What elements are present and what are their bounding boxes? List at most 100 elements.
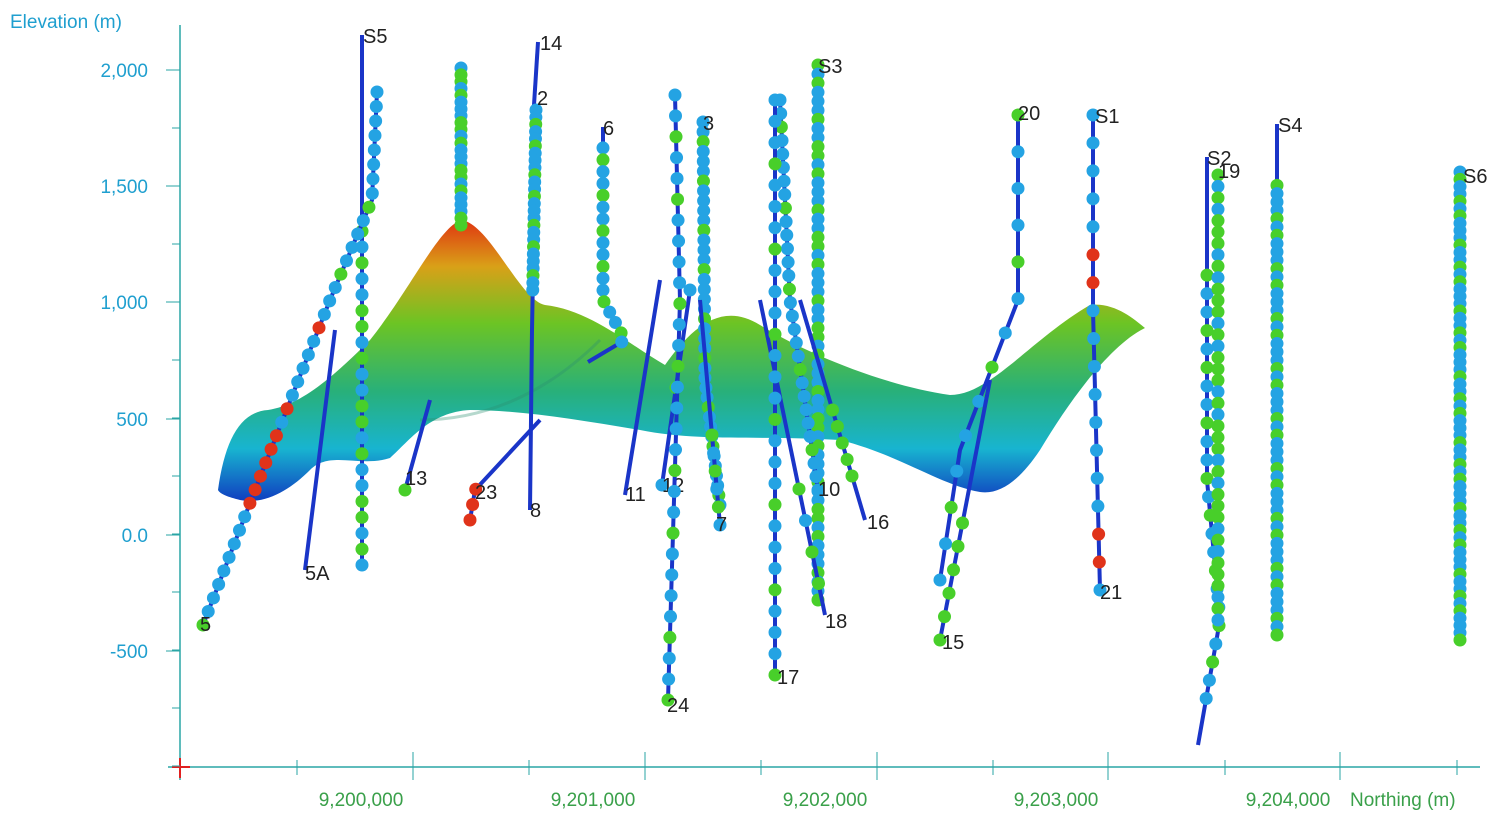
sample [670,151,684,165]
sample [596,176,610,190]
sample [1211,202,1225,216]
sample [811,384,825,398]
sample [206,591,220,605]
sample [355,494,369,508]
sample [696,135,710,149]
sample [1211,465,1225,479]
sample [355,479,369,492]
sample [811,294,825,308]
sample [781,255,795,269]
well-label: 5 [200,614,211,636]
sample [811,140,825,154]
sample [782,282,796,296]
sample [1200,324,1214,338]
x-axis-title: Northing (m) [1350,790,1456,811]
sample [768,349,782,363]
well-label: S4 [1278,115,1302,137]
sample [355,447,369,461]
sample [697,204,711,218]
sample [227,537,241,551]
sample [711,500,725,514]
sample [697,272,711,286]
sample [799,403,813,417]
sample [667,505,681,519]
sample [768,306,782,320]
sample [768,263,782,277]
sample [1211,408,1225,422]
sample [811,375,825,389]
sample [367,157,381,171]
sample [768,583,782,597]
sample [1011,108,1025,122]
sample [811,312,825,326]
sample [1211,316,1225,330]
sample [673,297,687,311]
sample [296,361,310,375]
y-tick-label: -500 [110,642,148,663]
sample [998,326,1012,340]
sample [811,330,825,344]
sample [811,511,825,525]
sample [667,484,681,498]
sample [768,327,782,341]
sample [1200,361,1214,375]
sample [768,476,782,490]
sample [811,520,825,534]
sample [779,215,793,229]
sample [787,322,801,336]
sample [811,421,825,435]
sample [671,192,685,206]
sample [259,456,273,470]
sample [1211,579,1225,593]
sample [1211,396,1225,410]
sample [768,540,782,554]
sample [1211,271,1225,285]
sample [596,236,610,250]
sample [1011,292,1025,306]
sample [768,242,782,256]
sample [355,272,369,286]
sample [355,526,369,540]
sample [795,376,809,390]
sample [791,349,805,363]
sample [805,545,819,559]
sample [939,537,953,551]
sample [1211,522,1225,536]
sample [811,285,825,299]
sample [778,188,792,202]
sample [768,157,782,171]
sample [196,618,210,632]
sample [768,285,782,299]
sample [463,513,477,527]
sample [803,429,817,443]
sample [355,288,369,302]
sample [608,316,622,330]
sample [1211,385,1225,399]
sample [669,109,683,123]
sample [811,257,825,271]
sample [1211,510,1225,524]
sample [1211,545,1225,559]
sample [812,577,825,590]
sample [826,403,839,417]
sample [238,510,252,524]
sample [275,415,289,429]
sample [835,436,849,450]
sample [672,255,686,269]
sample [811,230,825,244]
sample [696,115,710,129]
sample [1087,359,1101,373]
sample [1086,276,1100,290]
x-tick-label: 9,202,000 [783,790,868,811]
sample [811,403,825,417]
sample [1011,255,1025,269]
sample [351,227,365,241]
sample [1211,487,1225,501]
sample [1211,351,1225,365]
sample [811,58,825,72]
y-tick-label: 0.0 [122,526,148,547]
sample [1211,442,1225,456]
sample [1086,192,1100,206]
sample [345,240,359,254]
sample [355,304,369,318]
